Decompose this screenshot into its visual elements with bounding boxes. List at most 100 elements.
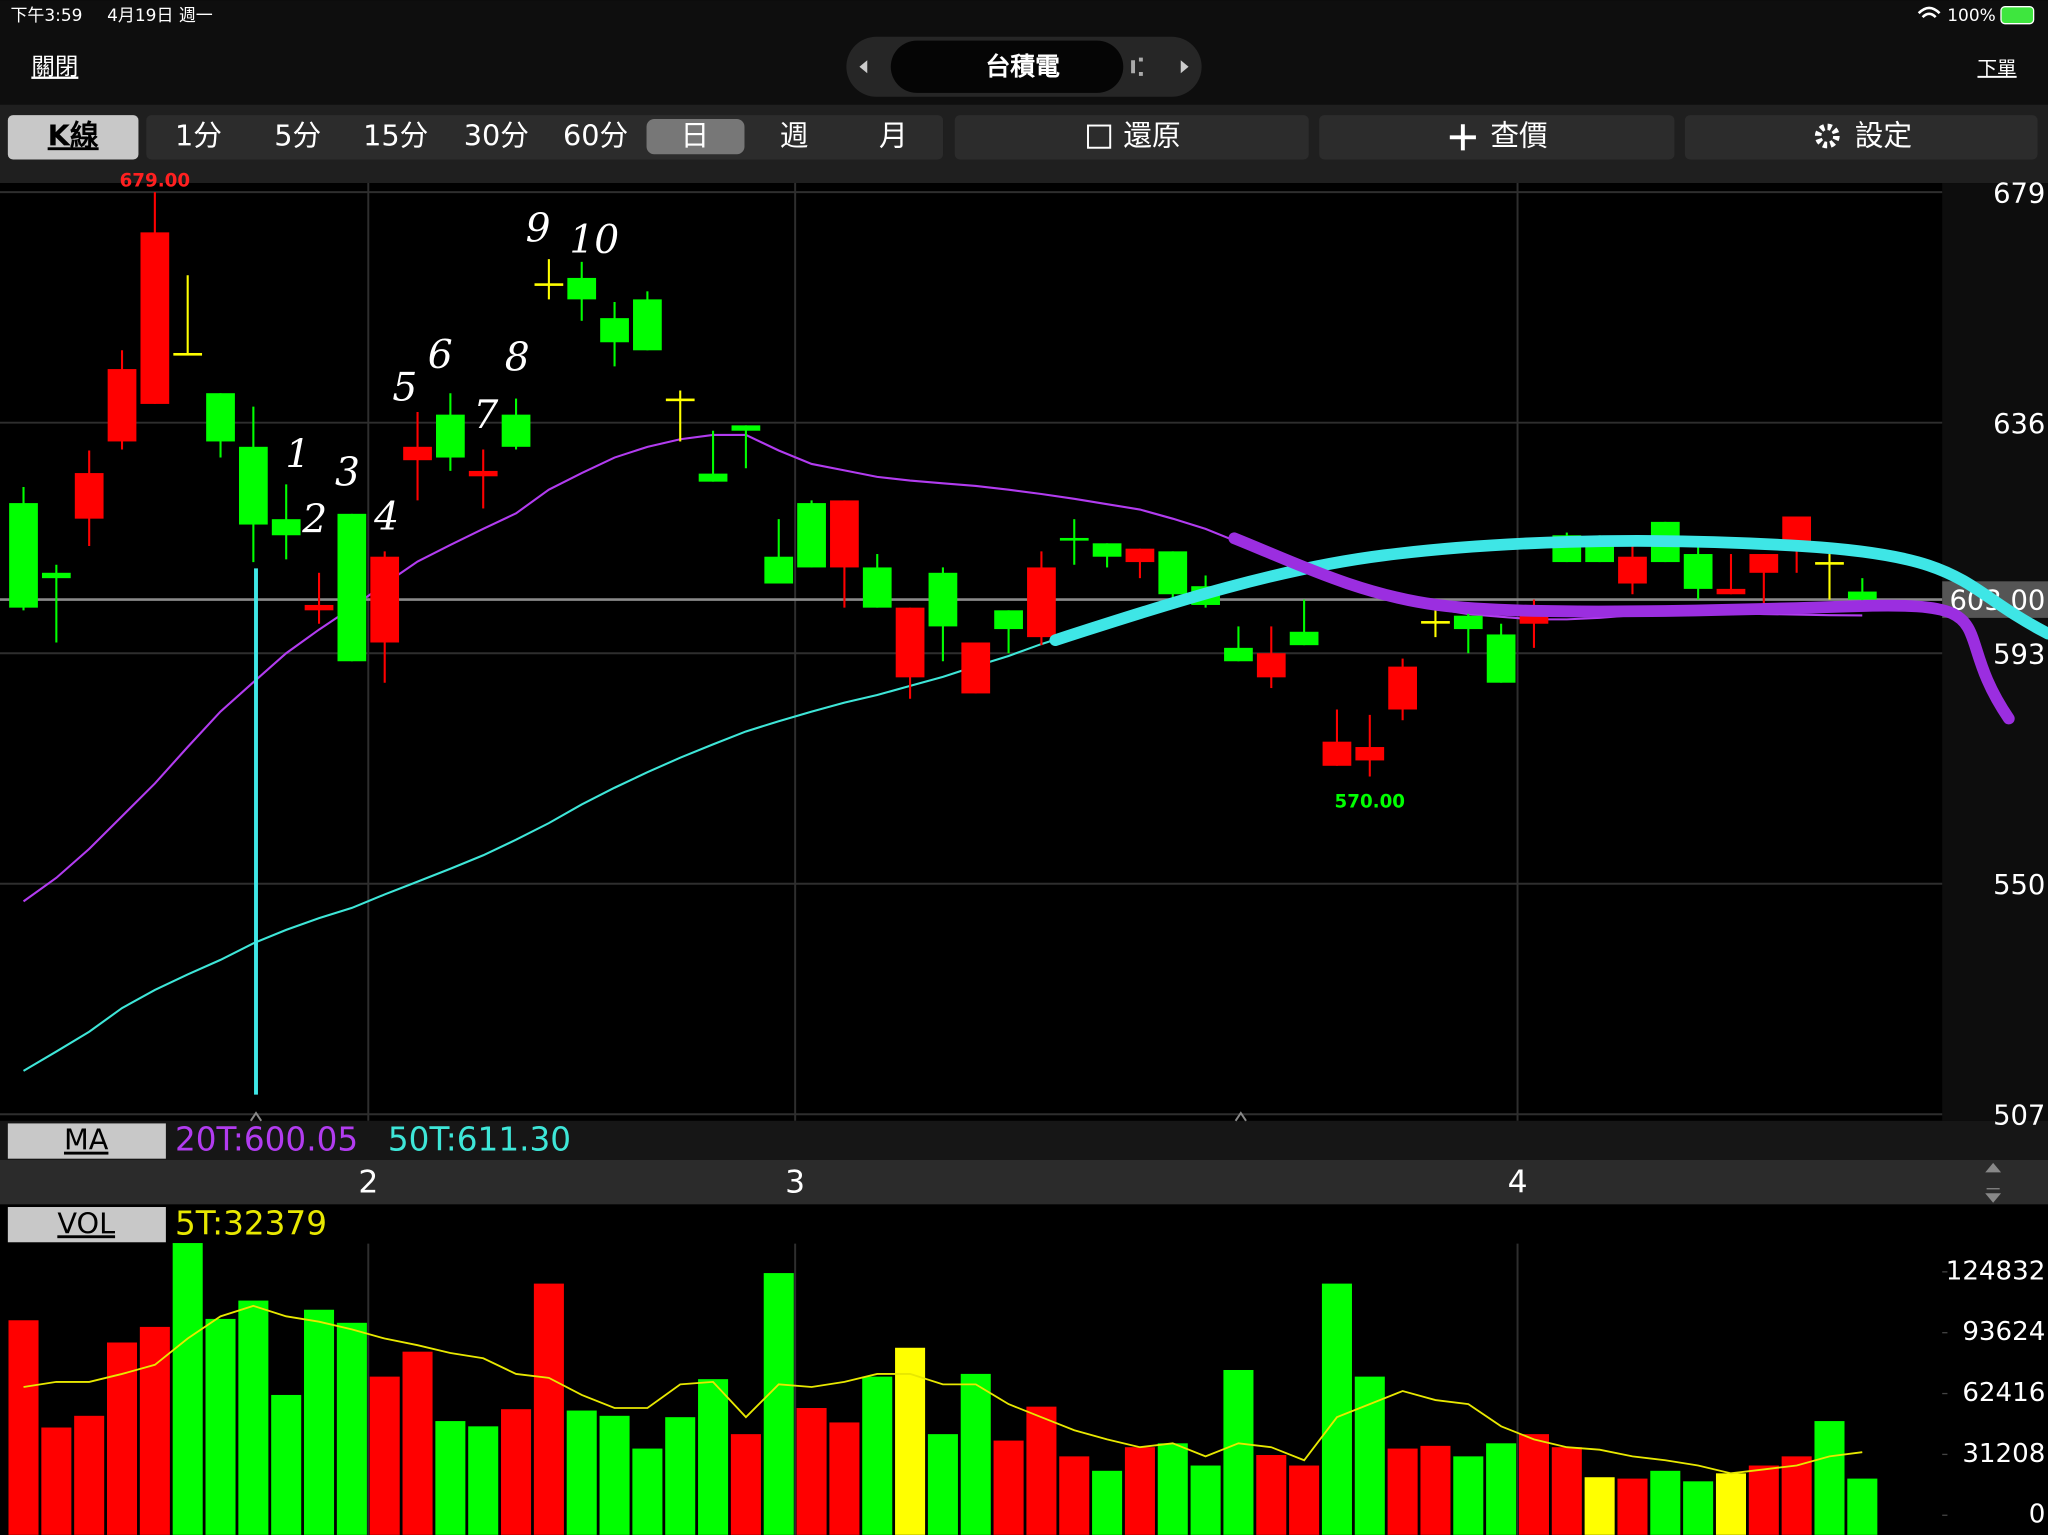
y-tick-label: 593 [1993,639,2045,670]
candle-body [665,398,695,402]
volume-bar [1387,1448,1418,1535]
restore-button[interactable] [954,115,1309,160]
volume-bar [501,1409,532,1535]
vol-tick-label: 31208 [1962,1439,2045,1469]
settings-button[interactable] [1684,115,2038,160]
candle-body [567,277,597,300]
volume-bar [74,1415,105,1535]
resize-handle[interactable] [1985,1162,2002,1203]
handwritten-number: 4 [373,495,399,540]
status-time: 下午3:59 [10,6,82,26]
candle-body [238,446,268,525]
restore-checkbox[interactable] [1087,124,1112,149]
volume-bar [927,1434,958,1535]
x-tick-label: 4 [1508,1165,1528,1201]
candle-body [501,414,531,447]
volume-bar [1420,1445,1451,1535]
y-tick-label: 636 [1993,409,2045,440]
handwritten-number: 6 [428,333,453,378]
settings-label: 設定 [1855,118,1912,152]
volume-bar [730,1434,761,1535]
candle-body [534,283,564,286]
vol-tick-label: 124832 [1946,1256,2046,1286]
period-button[interactable]: 日 [680,118,709,152]
kline-button[interactable] [7,115,139,160]
candle-body [633,299,662,351]
volume-bar [698,1379,729,1535]
candle-body [1749,554,1779,573]
candle-body [1355,747,1385,761]
candle-body [1815,562,1844,565]
quote-label: 查價 [1490,118,1547,152]
candle-body [1027,567,1056,638]
candle-body [928,572,958,627]
ma-line [22,433,1863,903]
vol-ma-line [23,1304,1863,1475]
period-button[interactable]: 週 [780,118,809,152]
vol-tick-label: 93624 [1962,1317,2045,1347]
candle-body [271,519,301,536]
candle-body [370,556,400,643]
volume-bar [1256,1455,1287,1535]
volume-bar [1157,1443,1188,1535]
hand-purple-stroke [1228,532,2015,725]
period-button[interactable]: 30分 [464,118,529,152]
low-label: 570.00 [1335,792,1406,813]
candle-body [1256,653,1286,678]
battery-text: 100% [1947,6,1996,26]
candle-body [337,513,367,662]
date-axis [0,1159,2048,1205]
period-button[interactable]: 1分 [175,118,222,152]
title-inner [890,40,1124,93]
volume-bar [1847,1478,1878,1535]
vol-box [7,1207,166,1243]
volume-bar [271,1394,302,1535]
vol-tick-label: 0 [2029,1500,2046,1530]
order-button[interactable]: 下單 [1977,57,2016,80]
status-date: 4月19日 週一 [107,6,213,26]
handwritten-number: 10 [569,218,619,263]
marker-carets [249,1111,1247,1122]
period-button[interactable]: 60分 [563,118,628,152]
candle-body [1322,741,1352,766]
volume-bar [238,1300,269,1535]
price-axis-panel [1942,183,2048,1121]
volume-bar [435,1421,466,1535]
gear-icon [1814,123,1840,149]
close-button[interactable]: 關閉 [31,53,78,81]
candle-body [698,473,728,482]
volume-bar [8,1320,39,1535]
volume-bar [1748,1465,1779,1535]
volume-bar [993,1440,1024,1535]
volume-bar [1518,1434,1549,1535]
x-tick-label: 2 [358,1165,378,1201]
ma-label: MA [64,1123,109,1157]
candle-body [173,352,203,356]
restore-label: 還原 [1123,118,1180,152]
stock-title: 台積電 [985,52,1060,81]
period-button[interactable]: 15分 [363,118,428,152]
volume-bar [1453,1456,1484,1535]
volume-bar [172,1243,203,1535]
volume-bar [1683,1481,1714,1535]
high-label: 679.00 [120,171,191,192]
volume-bar [632,1448,663,1535]
period-button[interactable]: 5分 [274,118,321,152]
y-tick-label: 550 [1993,870,2045,901]
volume-bar [1059,1456,1090,1535]
hand-cyan-stroke [1049,535,2048,647]
handwritten-number: 7 [473,393,498,438]
candle-body [436,414,465,458]
title-grip [1131,57,1143,76]
candle-body [468,470,498,477]
quote-button[interactable] [1319,115,1675,160]
period-button[interactable]: 月 [879,118,908,152]
candle-body [830,500,859,568]
volume-bar [468,1426,499,1535]
volume-bar [829,1422,860,1535]
handwritten-number: 8 [505,336,530,381]
volume-bar [139,1326,170,1535]
volume-bar [1781,1456,1812,1535]
handwritten-number: 2 [301,498,327,543]
